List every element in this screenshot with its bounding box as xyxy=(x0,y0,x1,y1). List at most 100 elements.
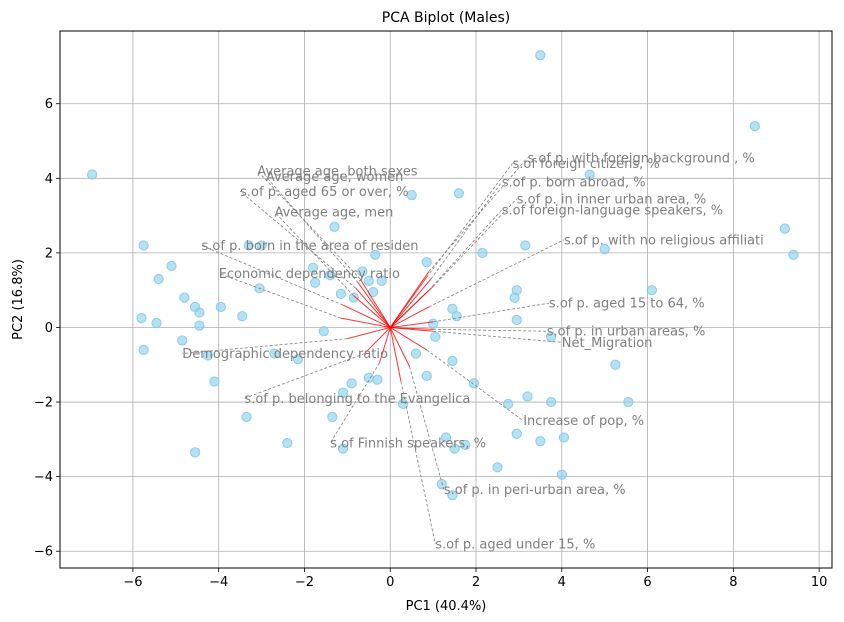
data-point xyxy=(610,359,621,370)
loading-arrow xyxy=(364,327,391,354)
y-tick-label: −2 xyxy=(34,396,53,411)
loading-label: s.of p. aged under 15, % xyxy=(435,537,595,552)
data-point xyxy=(177,335,188,346)
y-tick-label: 6 xyxy=(45,97,53,112)
data-point xyxy=(337,443,349,454)
x-axis-title: PC1 (40.4%) xyxy=(406,599,487,614)
loading-connector xyxy=(218,273,342,319)
data-point xyxy=(545,396,557,408)
loading-connector xyxy=(409,366,445,490)
data-point xyxy=(348,292,359,303)
data-point xyxy=(346,378,357,389)
data-point xyxy=(492,462,503,473)
loading-connector xyxy=(244,353,365,399)
loading-connector xyxy=(426,163,513,278)
data-point xyxy=(269,348,280,359)
data-point xyxy=(535,436,546,447)
loading-label: s.of foreign citizens, % xyxy=(512,157,659,172)
data-point xyxy=(153,273,164,285)
y-tick-label: 2 xyxy=(45,246,53,261)
data-point xyxy=(243,240,254,251)
data-point xyxy=(406,189,417,201)
data-point xyxy=(522,391,533,402)
loading-label: Economic dependency ratio xyxy=(219,267,400,282)
data-point xyxy=(520,240,531,251)
data-point xyxy=(477,247,488,258)
x-tick-label: −2 xyxy=(295,575,314,590)
data-point xyxy=(376,275,387,286)
loading-label: s.of Finnish speakers, % xyxy=(330,437,486,452)
data-point xyxy=(558,432,570,443)
loading-arrow xyxy=(389,289,430,328)
data-point xyxy=(363,372,374,383)
loading-arrow xyxy=(340,317,391,328)
data-point xyxy=(372,374,383,385)
loading-connector xyxy=(428,209,503,291)
loading-arrow xyxy=(389,278,432,328)
data-point xyxy=(329,221,340,232)
data-point xyxy=(623,396,634,408)
loading-connector xyxy=(428,239,565,308)
data-point xyxy=(447,303,458,314)
data-point xyxy=(436,478,447,490)
loading-connector xyxy=(329,362,380,444)
loading-label: s.of p. aged 15 to 64, % xyxy=(549,297,705,312)
data-point xyxy=(430,331,441,342)
loading-connector xyxy=(433,328,547,332)
data-point xyxy=(421,257,432,268)
loading-label: s.of p. in inner urban area, % xyxy=(517,192,706,207)
loading-arrow xyxy=(390,306,430,328)
loading-arrow xyxy=(355,287,391,328)
loading-arrow xyxy=(389,327,410,367)
loading-label: s.of p. belonging to the Evangelica xyxy=(244,392,470,407)
axis-ticks: −6 −4 −2 0 2 4 6 8 10 −6 −4 −2 0 2 4 6 xyxy=(34,97,828,590)
data-point xyxy=(335,288,347,300)
loading-arrow xyxy=(379,327,391,364)
loading-connector xyxy=(182,338,348,354)
data-point xyxy=(363,275,374,286)
data-point xyxy=(138,344,149,355)
data-point xyxy=(337,387,349,398)
data-point xyxy=(256,240,267,251)
data-point xyxy=(509,292,520,303)
loading-label: s.of foreign-language speakers, % xyxy=(502,204,723,219)
y-tick-label: 0 xyxy=(45,321,53,336)
data-point xyxy=(190,447,201,458)
loading-arrow xyxy=(342,304,391,328)
data-point xyxy=(511,314,522,326)
loading-arrow xyxy=(357,282,391,328)
y-tick-label: −4 xyxy=(34,470,53,485)
x-tick-label: 8 xyxy=(729,575,737,590)
loading-arrow xyxy=(359,278,391,328)
loading-label: s.of p. in urban areas, % xyxy=(547,325,706,340)
data-point xyxy=(779,223,790,234)
loading-connector xyxy=(430,181,503,280)
data-point xyxy=(460,439,471,451)
data-point xyxy=(535,50,546,61)
loading-arrows xyxy=(182,157,565,544)
data-point xyxy=(449,443,460,454)
loading-arrow xyxy=(389,327,402,382)
data-point xyxy=(428,318,439,329)
x-tick-label: 6 xyxy=(643,575,651,590)
loading-labels: s.of p. with foreign background , %s.of … xyxy=(182,151,764,552)
data-point xyxy=(410,348,422,359)
y-axis-title: PC2 (16.8%) xyxy=(11,259,26,340)
scatter-points xyxy=(87,50,799,501)
data-point xyxy=(194,307,205,318)
loading-label: Demographic dependency ratio xyxy=(182,347,388,362)
loading-connector xyxy=(201,245,344,306)
data-point xyxy=(237,311,248,322)
data-point xyxy=(282,437,293,449)
data-point xyxy=(327,411,338,423)
chart-title: PCA Biplot (Males) xyxy=(382,10,510,26)
loading-connector xyxy=(433,330,562,343)
x-tick-label: 4 xyxy=(558,575,566,590)
data-point xyxy=(292,354,304,365)
loading-label: s.of p. with foreign background , % xyxy=(527,151,754,166)
loading-label: Average age, men xyxy=(274,205,393,220)
data-point xyxy=(307,262,319,273)
data-point xyxy=(209,376,220,387)
data-point xyxy=(788,249,799,260)
